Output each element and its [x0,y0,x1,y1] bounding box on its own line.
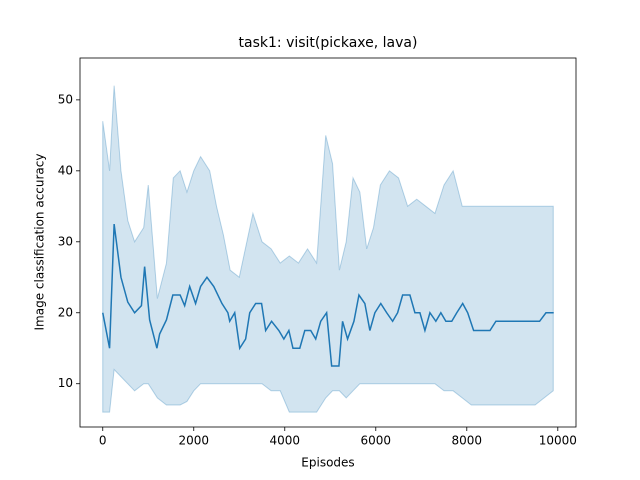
y-tick-label: 40 [58,163,73,177]
x-axis-label: Episodes [301,456,354,470]
y-tick-label: 30 [58,234,73,248]
x-tick-label: 6000 [361,434,392,448]
y-tick-label: 10 [58,376,73,390]
x-tick-label: 10000 [539,434,577,448]
y-tick-label: 20 [58,305,73,319]
x-tick-label: 8000 [452,434,483,448]
confidence-band [102,85,554,413]
y-axis-label: Image classification accuracy [33,154,47,331]
x-tick-label: 4000 [269,434,300,448]
x-tick-label: 0 [99,434,107,448]
line [102,223,554,367]
plot-frame [79,57,577,428]
y-tick-label: 50 [58,92,73,106]
x-tick-label: 2000 [178,434,209,448]
chart-title: task1: visit(pickaxe, lava) [239,35,418,51]
